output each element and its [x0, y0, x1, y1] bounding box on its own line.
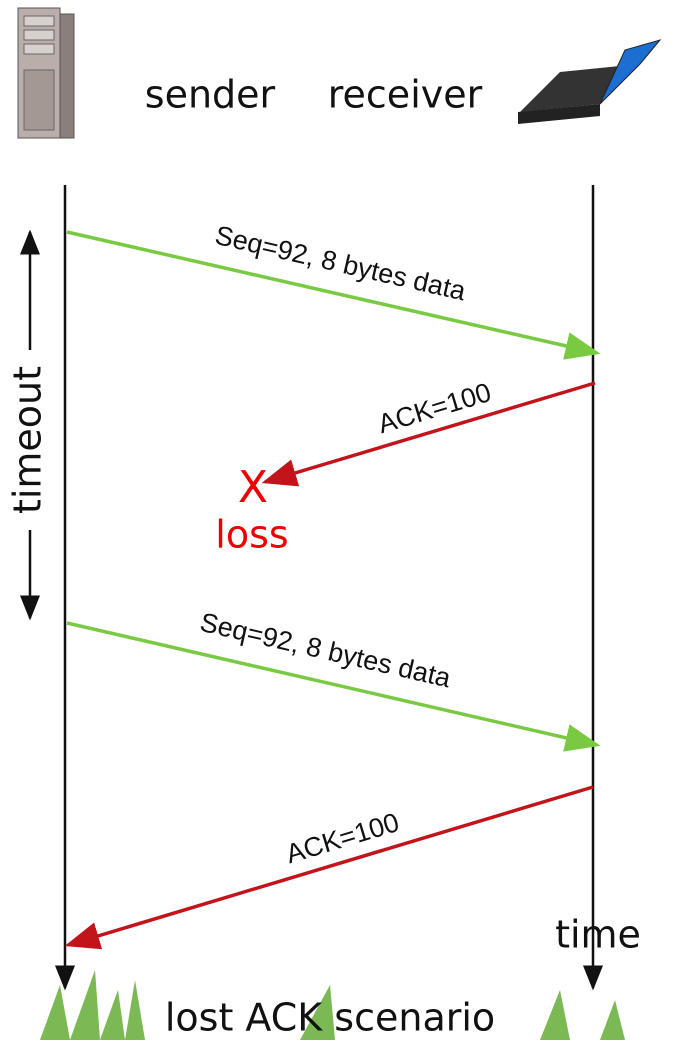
loss-mark: X: [238, 462, 268, 513]
message-label: Seq=92, 8 bytes data: [197, 607, 454, 694]
sender-label: sender: [145, 73, 276, 117]
caption: lost ACK scenario: [165, 996, 495, 1040]
time-label: time: [555, 913, 641, 957]
ack-arrow: [68, 787, 593, 945]
diagram: sender receiver timeout Seq=92, 8 bytes …: [0, 0, 677, 1040]
laptop-icon: [518, 40, 660, 124]
receiver-label: receiver: [328, 73, 483, 117]
loss-label: loss: [215, 513, 288, 557]
message-label: ACK=100: [282, 807, 402, 869]
timeout-label: timeout: [6, 366, 50, 514]
server-icon: [18, 8, 74, 138]
